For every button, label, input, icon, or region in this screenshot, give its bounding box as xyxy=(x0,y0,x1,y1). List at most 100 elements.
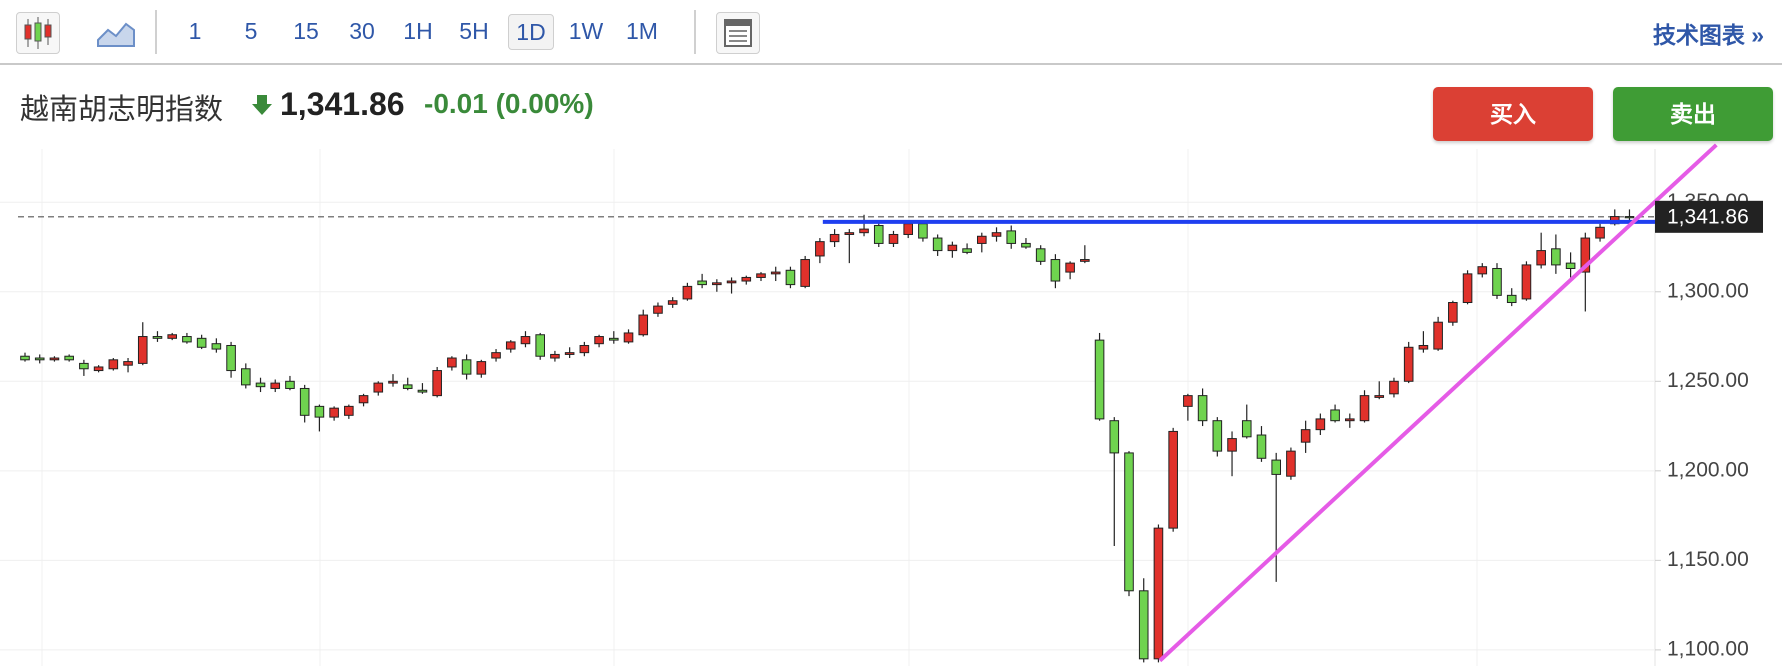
candle-body xyxy=(20,355,30,361)
candle-body xyxy=(682,285,693,300)
candle-body xyxy=(653,305,663,314)
candle-body xyxy=(1300,429,1311,443)
toolbar: 1 5 15 30 1H 5H 1D 1W 1M 技术图表 » xyxy=(0,0,1782,65)
line-icon[interactable] xyxy=(96,16,136,48)
candle-body xyxy=(505,341,516,350)
candle-body xyxy=(1256,434,1267,459)
interval-button[interactable]: 15 xyxy=(293,18,319,44)
candle-body xyxy=(358,395,369,404)
candle-body xyxy=(829,233,840,243)
candle-body xyxy=(1374,395,1385,398)
candle-body xyxy=(64,355,74,361)
candle-body xyxy=(108,359,119,370)
candle-body xyxy=(741,276,752,282)
candle-body xyxy=(712,282,722,286)
interval-button[interactable]: 1 xyxy=(188,18,202,44)
interval-button[interactable]: 5H xyxy=(459,18,489,44)
separator xyxy=(694,10,696,54)
candle-body xyxy=(609,337,619,341)
candle-body xyxy=(1403,346,1414,382)
buy-button[interactable]: 买入 xyxy=(1433,87,1593,141)
candle-body xyxy=(638,314,649,336)
candle-body xyxy=(137,336,148,364)
candle-body xyxy=(1035,248,1046,262)
candle-body xyxy=(770,271,781,275)
candle-body xyxy=(991,232,1002,237)
candle-body xyxy=(1065,262,1075,273)
candle-body xyxy=(226,344,236,372)
last-price-box xyxy=(1655,200,1763,233)
candle-body xyxy=(1477,266,1488,275)
candle-body xyxy=(1315,418,1326,431)
candle-body xyxy=(1536,250,1546,266)
candle-body xyxy=(520,336,531,345)
candle-body xyxy=(285,380,295,389)
interval-button[interactable]: 30 xyxy=(349,18,375,44)
candle-body xyxy=(564,352,575,355)
candle-body xyxy=(844,232,855,235)
candle-body xyxy=(329,407,339,418)
candle-body xyxy=(535,334,546,357)
candle-body xyxy=(1021,242,1031,248)
candle-body xyxy=(756,273,766,278)
candle-body xyxy=(1418,344,1429,350)
candle-body xyxy=(873,225,884,244)
layout-icon[interactable] xyxy=(716,12,760,54)
candle-body xyxy=(1168,430,1178,529)
y-tick-label: 1,100.00 xyxy=(1667,637,1749,660)
interval-button[interactable]: 5 xyxy=(244,18,258,44)
candle-body xyxy=(1389,380,1399,395)
interval-button[interactable]: 1H xyxy=(403,18,433,44)
candle-body xyxy=(1580,237,1591,273)
candle-body xyxy=(623,332,634,343)
interval-button[interactable]: 1M xyxy=(626,18,658,44)
candle-body xyxy=(1124,452,1134,592)
index-title: 越南胡志明指数 xyxy=(20,94,224,126)
separator xyxy=(155,10,157,54)
candle-body xyxy=(476,361,487,375)
candle-body xyxy=(815,241,825,257)
y-tick-label: 1,150.00 xyxy=(1667,548,1749,571)
candle-body xyxy=(1330,409,1340,422)
candle-body xyxy=(1345,418,1355,422)
candle-body xyxy=(1286,450,1296,477)
candle-body xyxy=(491,352,501,359)
candle-body xyxy=(196,337,207,348)
candle-body xyxy=(211,343,222,350)
last-price-label: 1,341.86 xyxy=(1667,205,1749,228)
candle-body xyxy=(1241,420,1252,438)
candle-body xyxy=(1551,248,1561,266)
candle-body xyxy=(1565,262,1576,269)
candle-body xyxy=(432,370,442,397)
candle-body xyxy=(1433,321,1443,350)
price-change: -0.01 (0.00%) xyxy=(424,88,594,119)
candlestick-icon[interactable] xyxy=(16,12,60,54)
candle-body xyxy=(579,344,590,354)
candle-body xyxy=(417,389,428,393)
candle-body xyxy=(461,359,472,375)
icon xyxy=(24,17,52,49)
candle-body xyxy=(932,237,943,252)
trend-line xyxy=(1158,143,1718,663)
interval-button[interactable]: 1W xyxy=(568,18,604,44)
candle-body xyxy=(1197,395,1208,422)
sell-button[interactable]: 卖出 xyxy=(1613,87,1773,141)
candle-body xyxy=(667,300,678,305)
candle-body xyxy=(550,353,560,359)
candle-body xyxy=(241,368,251,386)
candle-body xyxy=(373,382,384,393)
candle-body xyxy=(947,244,958,252)
candle-body xyxy=(859,228,869,234)
candle-body xyxy=(1227,438,1237,452)
candle-body xyxy=(255,382,266,388)
candle-body xyxy=(800,259,810,287)
candle-body xyxy=(1109,420,1120,454)
interval-button[interactable]: 1D xyxy=(508,14,554,50)
candle-body xyxy=(697,280,707,286)
candle-body xyxy=(977,235,987,244)
technical-chart-link[interactable]: 技术图表 » xyxy=(1652,22,1764,48)
candle-body xyxy=(299,387,310,416)
down-arrow xyxy=(252,95,272,115)
candle-body xyxy=(182,336,192,343)
candle-body xyxy=(1271,459,1282,475)
